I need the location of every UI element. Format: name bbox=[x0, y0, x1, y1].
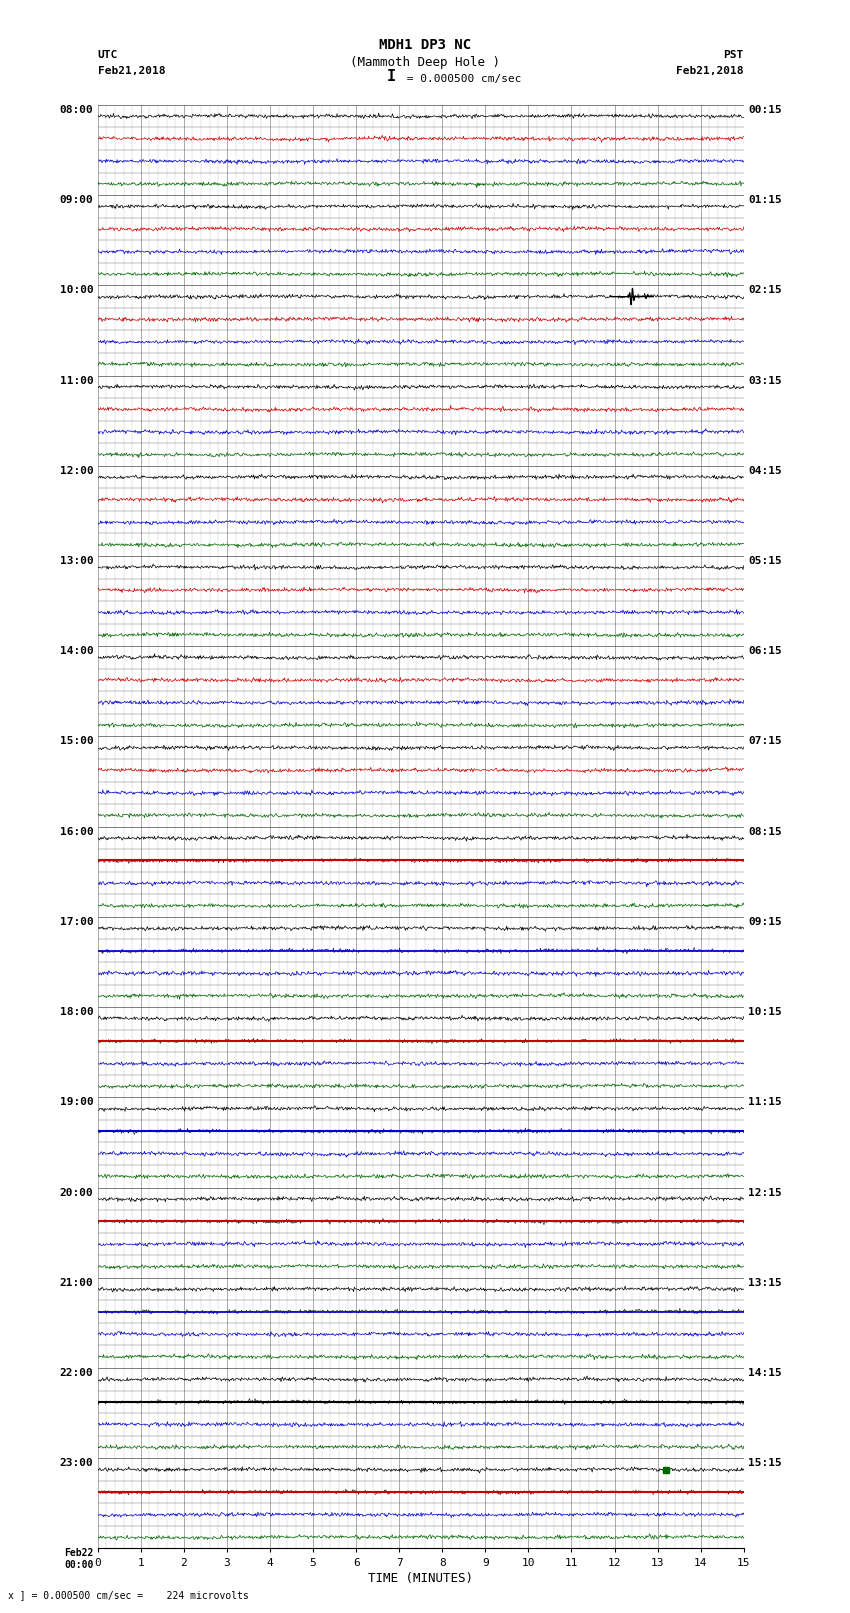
Text: (Mammoth Deep Hole ): (Mammoth Deep Hole ) bbox=[350, 56, 500, 69]
Text: 09:15: 09:15 bbox=[748, 916, 782, 927]
Text: 14:15: 14:15 bbox=[748, 1368, 782, 1378]
Text: 15:15: 15:15 bbox=[748, 1458, 782, 1468]
Text: 06:15: 06:15 bbox=[748, 647, 782, 656]
Text: Feb21,2018: Feb21,2018 bbox=[98, 66, 165, 76]
Text: 20:00: 20:00 bbox=[60, 1187, 94, 1197]
Text: 12:00: 12:00 bbox=[60, 466, 94, 476]
Text: 10:15: 10:15 bbox=[748, 1007, 782, 1018]
Text: MDH1 DP3 NC: MDH1 DP3 NC bbox=[379, 37, 471, 52]
Text: 07:15: 07:15 bbox=[748, 737, 782, 747]
Text: 05:15: 05:15 bbox=[748, 556, 782, 566]
Text: 13:00: 13:00 bbox=[60, 556, 94, 566]
Text: 18:00: 18:00 bbox=[60, 1007, 94, 1018]
Text: 00:15: 00:15 bbox=[748, 105, 782, 115]
Text: 23:00: 23:00 bbox=[60, 1458, 94, 1468]
Text: PST: PST bbox=[723, 50, 744, 60]
Text: 11:00: 11:00 bbox=[60, 376, 94, 386]
Text: 14:00: 14:00 bbox=[60, 647, 94, 656]
Text: 09:00: 09:00 bbox=[60, 195, 94, 205]
Text: 22:00: 22:00 bbox=[60, 1368, 94, 1378]
Text: Feb21,2018: Feb21,2018 bbox=[677, 66, 744, 76]
Text: I: I bbox=[387, 69, 395, 84]
X-axis label: TIME (MINUTES): TIME (MINUTES) bbox=[368, 1571, 473, 1584]
Text: UTC: UTC bbox=[98, 50, 118, 60]
Text: 08:00: 08:00 bbox=[60, 105, 94, 115]
Text: = 0.000500 cm/sec: = 0.000500 cm/sec bbox=[400, 74, 521, 84]
Text: 02:15: 02:15 bbox=[748, 286, 782, 295]
Text: 11:15: 11:15 bbox=[748, 1097, 782, 1108]
Text: x ] = 0.000500 cm/sec =    224 microvolts: x ] = 0.000500 cm/sec = 224 microvolts bbox=[8, 1590, 249, 1600]
Text: Feb22
00:00: Feb22 00:00 bbox=[64, 1548, 94, 1569]
Text: 17:00: 17:00 bbox=[60, 916, 94, 927]
Text: 01:15: 01:15 bbox=[748, 195, 782, 205]
Text: 19:00: 19:00 bbox=[60, 1097, 94, 1108]
Text: 10:00: 10:00 bbox=[60, 286, 94, 295]
Text: 03:15: 03:15 bbox=[748, 376, 782, 386]
Text: 13:15: 13:15 bbox=[748, 1277, 782, 1287]
Text: 04:15: 04:15 bbox=[748, 466, 782, 476]
Text: 08:15: 08:15 bbox=[748, 826, 782, 837]
Text: 15:00: 15:00 bbox=[60, 737, 94, 747]
Text: 12:15: 12:15 bbox=[748, 1187, 782, 1197]
Text: 21:00: 21:00 bbox=[60, 1277, 94, 1287]
Text: 16:00: 16:00 bbox=[60, 826, 94, 837]
